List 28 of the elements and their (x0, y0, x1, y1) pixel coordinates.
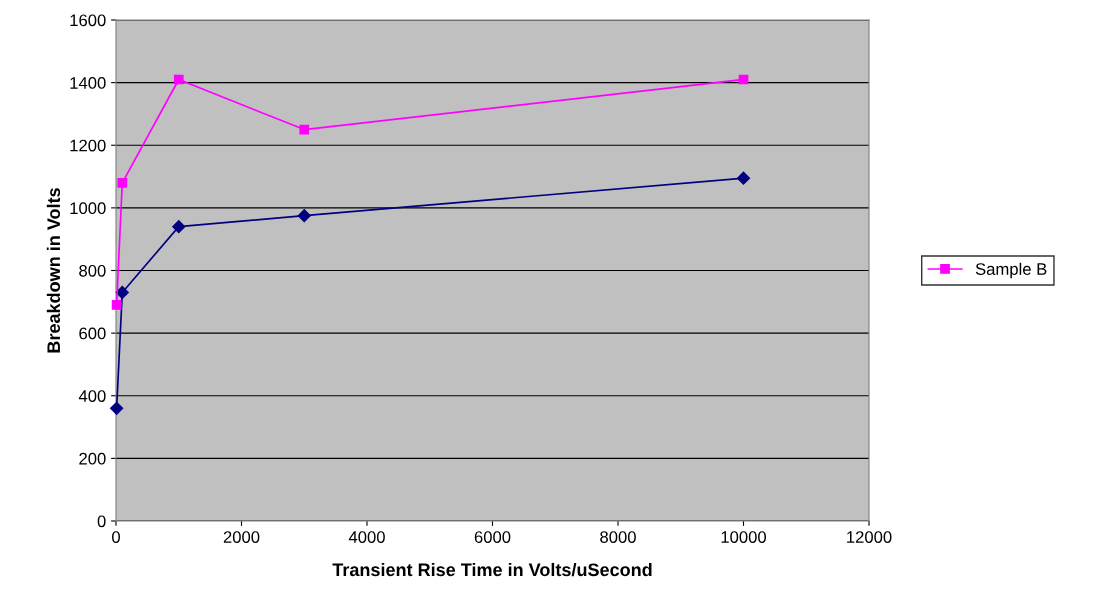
y-tick-label: 1200 (70, 139, 106, 152)
point (115, 285, 129, 300)
y-tick-label: 1000 (70, 202, 106, 215)
x-tick-label: 8000 (600, 531, 636, 543)
x-tick-label: 2000 (223, 531, 260, 543)
point (110, 401, 124, 415)
x-tick-label: 6000 (474, 531, 511, 543)
y-tick-label: 1600 (70, 14, 106, 27)
y-tick-label: 0 (97, 515, 106, 528)
point (173, 74, 184, 85)
y-tick-label: 800 (79, 264, 106, 277)
x-tick-label: 10000 (721, 531, 767, 543)
x-tick-label: 0 (112, 531, 120, 543)
y-tick-label: 1400 (70, 77, 106, 89)
point (172, 220, 186, 234)
y-axis-title: Breakdown in Volts (46, 188, 61, 353)
y-tick-label: 400 (78, 390, 106, 402)
point (299, 124, 310, 135)
point (111, 300, 122, 310)
point (117, 177, 128, 188)
x-tick-label: 12000 (847, 531, 892, 543)
point (736, 171, 751, 185)
x-tick-label: 4000 (348, 531, 385, 543)
legend-label: Sample B (975, 262, 1047, 279)
y-tick-label: 200 (79, 452, 106, 465)
point (297, 209, 311, 223)
x-axis-title: Transient Rise Time in Volts/uSecond (332, 562, 652, 577)
y-tick-label: 600 (79, 327, 106, 340)
